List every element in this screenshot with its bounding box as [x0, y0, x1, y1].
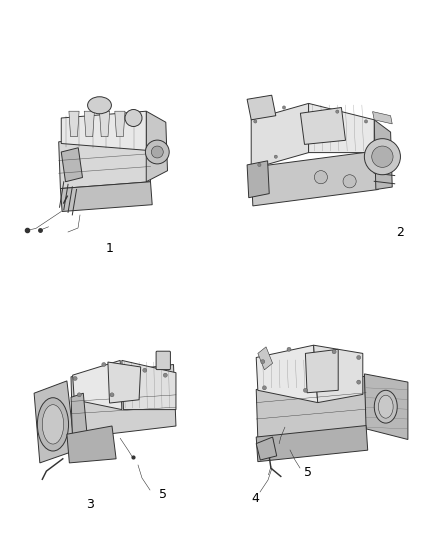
- Polygon shape: [305, 349, 338, 393]
- Ellipse shape: [37, 398, 68, 451]
- Text: 2: 2: [396, 225, 404, 238]
- Circle shape: [262, 386, 266, 390]
- Circle shape: [336, 110, 339, 113]
- Ellipse shape: [42, 405, 64, 444]
- Polygon shape: [247, 161, 269, 198]
- Polygon shape: [73, 360, 122, 409]
- Circle shape: [145, 140, 169, 164]
- Circle shape: [287, 348, 291, 351]
- Text: 1: 1: [106, 241, 114, 254]
- Polygon shape: [247, 95, 276, 120]
- Polygon shape: [314, 345, 363, 402]
- Polygon shape: [60, 182, 152, 212]
- Circle shape: [73, 376, 77, 381]
- Polygon shape: [115, 111, 125, 136]
- Circle shape: [357, 356, 361, 360]
- Polygon shape: [146, 111, 167, 182]
- Polygon shape: [256, 376, 367, 440]
- Polygon shape: [300, 108, 346, 144]
- Polygon shape: [61, 111, 146, 150]
- Circle shape: [304, 388, 307, 392]
- Circle shape: [332, 350, 336, 354]
- Ellipse shape: [374, 390, 397, 423]
- Circle shape: [357, 380, 361, 384]
- Circle shape: [77, 393, 81, 397]
- Polygon shape: [84, 111, 95, 136]
- Polygon shape: [364, 374, 408, 440]
- Polygon shape: [256, 437, 277, 460]
- Polygon shape: [59, 135, 151, 189]
- Polygon shape: [256, 345, 318, 402]
- Polygon shape: [69, 111, 79, 136]
- Circle shape: [314, 171, 328, 184]
- Ellipse shape: [88, 97, 111, 114]
- Polygon shape: [251, 151, 378, 206]
- Text: 5: 5: [159, 489, 167, 502]
- Polygon shape: [373, 111, 392, 124]
- Circle shape: [261, 360, 265, 364]
- Polygon shape: [256, 425, 368, 462]
- Polygon shape: [67, 426, 116, 463]
- Polygon shape: [61, 148, 82, 182]
- Text: 4: 4: [251, 491, 259, 505]
- Circle shape: [163, 373, 167, 377]
- Polygon shape: [309, 103, 374, 152]
- Circle shape: [152, 146, 163, 158]
- Circle shape: [110, 393, 114, 397]
- Text: 3: 3: [86, 498, 94, 512]
- FancyBboxPatch shape: [156, 351, 170, 369]
- Circle shape: [364, 139, 400, 175]
- Text: 5: 5: [304, 465, 312, 479]
- Ellipse shape: [378, 395, 393, 418]
- Polygon shape: [71, 365, 176, 438]
- Circle shape: [364, 120, 367, 123]
- Circle shape: [125, 109, 142, 126]
- Circle shape: [258, 163, 261, 166]
- Circle shape: [274, 155, 277, 158]
- Circle shape: [254, 120, 257, 123]
- Polygon shape: [99, 111, 110, 136]
- Circle shape: [143, 368, 147, 372]
- Polygon shape: [122, 360, 176, 409]
- Polygon shape: [258, 347, 272, 370]
- Circle shape: [283, 106, 286, 109]
- Circle shape: [343, 175, 356, 188]
- Polygon shape: [71, 393, 88, 441]
- Polygon shape: [34, 381, 75, 463]
- Polygon shape: [251, 103, 309, 169]
- Circle shape: [372, 146, 393, 167]
- Polygon shape: [374, 120, 392, 190]
- Circle shape: [102, 362, 106, 367]
- Polygon shape: [108, 362, 141, 403]
